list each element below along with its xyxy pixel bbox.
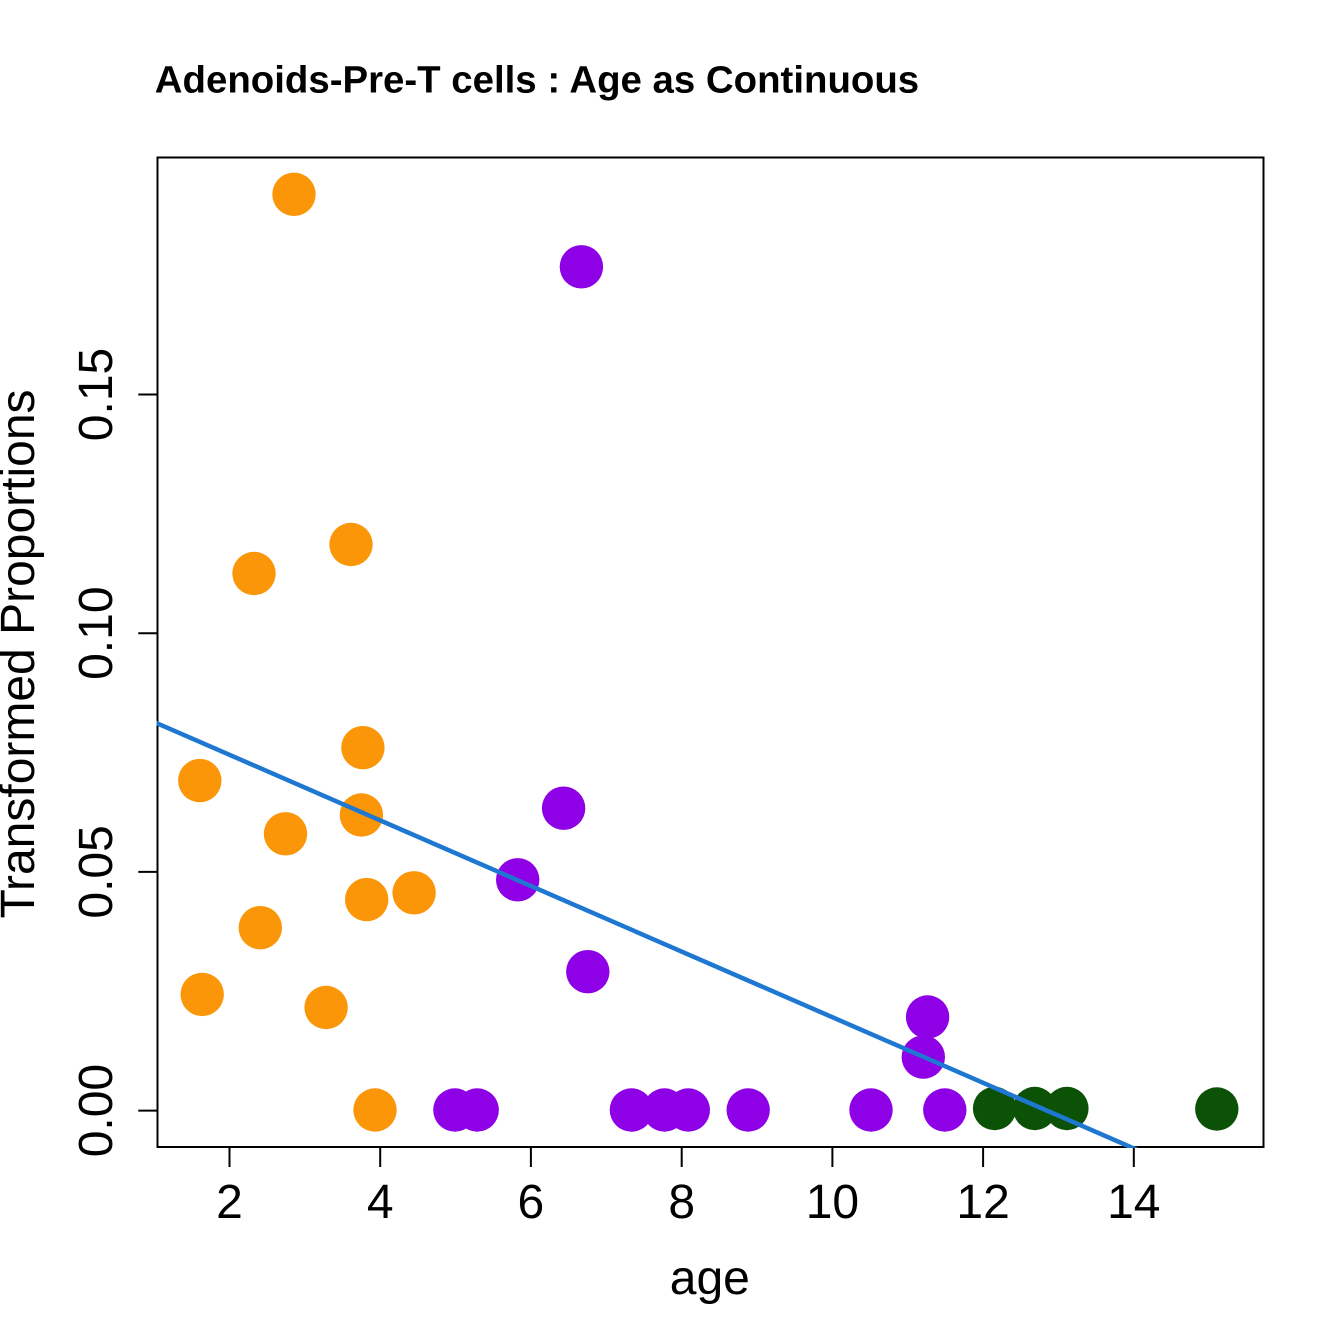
svg-text:12: 12 [956,1176,1009,1229]
svg-text:0.05: 0.05 [70,825,123,918]
svg-text:age: age [670,1252,750,1305]
svg-text:0.10: 0.10 [70,586,123,679]
svg-text:2: 2 [216,1176,243,1229]
svg-text:Transformed Proportions: Transformed Proportions [0,389,45,918]
svg-text:4: 4 [367,1176,394,1229]
svg-text:6: 6 [518,1176,545,1229]
svg-text:10: 10 [806,1176,859,1229]
svg-text:Adenoids-Pre-T cells : Age as: Adenoids-Pre-T cells : Age as Continuous [155,59,919,102]
svg-text:0.15: 0.15 [70,348,123,441]
svg-text:0.00: 0.00 [70,1064,123,1157]
svg-text:8: 8 [668,1176,695,1229]
svg-text:14: 14 [1107,1176,1160,1229]
